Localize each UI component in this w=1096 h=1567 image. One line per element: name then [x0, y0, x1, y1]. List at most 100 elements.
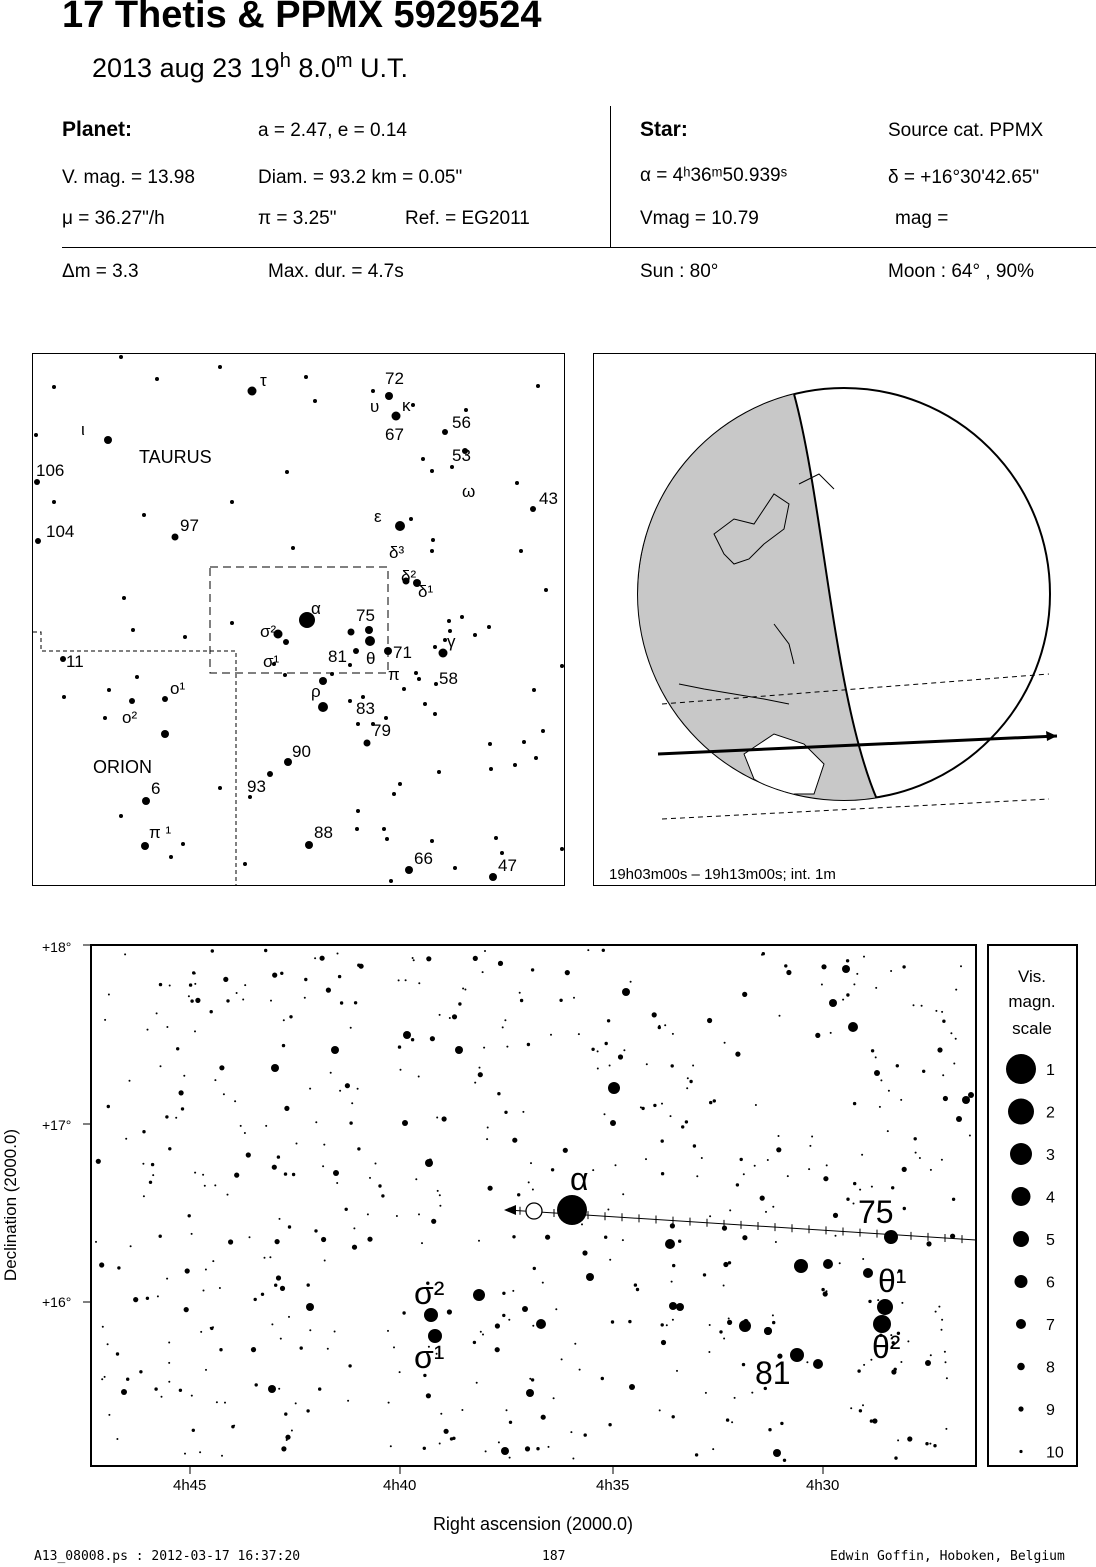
finder-star — [129, 698, 135, 704]
field-star — [617, 1054, 624, 1060]
field-star — [900, 1098, 903, 1101]
field-star — [895, 1064, 899, 1068]
field-star — [941, 1010, 944, 1013]
event-datetime: 2013 aug 23 19h 8.0m U.T. — [92, 50, 408, 84]
hour-unit: h — [279, 50, 291, 72]
field-star — [494, 1347, 500, 1353]
chart-star — [873, 1315, 891, 1333]
field-star — [751, 1391, 754, 1394]
field-star — [221, 1454, 223, 1457]
field-star — [573, 996, 575, 999]
field-star — [404, 979, 407, 982]
field-star — [451, 1014, 458, 1020]
finder-star-label: 53 — [452, 446, 471, 465]
field-star — [287, 1225, 292, 1229]
field-star — [912, 1004, 915, 1007]
field-star — [686, 1087, 689, 1090]
asia-coastline — [713, 493, 790, 565]
field-star — [168, 984, 171, 987]
field-star — [651, 1012, 657, 1018]
finder-star — [544, 588, 548, 592]
finder-star — [489, 873, 497, 881]
finder-star — [398, 782, 402, 786]
field-star — [398, 1371, 401, 1374]
field-star — [901, 1301, 904, 1304]
ut-text: U.T. — [352, 53, 409, 83]
field-star — [845, 959, 850, 963]
field-star — [202, 1173, 205, 1176]
delta-mag: Δm = 3.3 — [62, 261, 139, 282]
chart-star — [773, 1449, 781, 1457]
field-star — [686, 1077, 689, 1080]
field-star — [672, 1263, 676, 1268]
field-star — [210, 1326, 214, 1331]
finder-star-label: 58 — [439, 669, 458, 688]
legend-swatch — [1008, 1098, 1034, 1125]
field-star — [606, 1019, 611, 1023]
field-star — [512, 1137, 518, 1143]
finder-star-label: 66 — [414, 849, 433, 868]
field-star — [731, 1421, 734, 1424]
finder-star — [361, 695, 365, 699]
finder-star — [348, 663, 352, 667]
field-star — [838, 1262, 841, 1265]
field-star — [834, 1234, 837, 1237]
field-star — [129, 1245, 132, 1248]
field-star — [564, 970, 570, 976]
field-star — [778, 1014, 781, 1017]
field-star — [601, 948, 605, 952]
finder-star — [52, 385, 56, 389]
field-star — [412, 959, 415, 962]
finder-star-label: 47 — [498, 856, 517, 875]
field-star — [183, 1307, 189, 1313]
finder-star — [494, 836, 498, 840]
field-star — [950, 1032, 953, 1035]
table-divider-vertical — [610, 106, 611, 247]
field-star — [478, 1066, 481, 1069]
field-star — [614, 1164, 617, 1167]
finder-star-label: σ² — [260, 622, 276, 641]
field-star — [212, 1260, 215, 1263]
field-star — [474, 1081, 477, 1084]
field-star — [555, 1308, 558, 1311]
field-star — [155, 1012, 158, 1015]
field-star — [622, 1193, 625, 1196]
field-star — [303, 996, 306, 999]
field-star — [187, 995, 190, 998]
planet-reference: Ref. = EG2011 — [405, 208, 530, 229]
finder-star-label: ω — [462, 482, 475, 501]
legend-swatch — [1006, 1054, 1036, 1084]
legend-box — [987, 944, 1078, 1467]
field-star — [449, 1437, 454, 1441]
field-star — [156, 1295, 159, 1298]
field-star — [101, 1325, 104, 1328]
field-star — [289, 1015, 293, 1019]
field-star — [133, 1297, 139, 1303]
field-star — [929, 1354, 932, 1357]
field-star — [344, 1083, 350, 1089]
finder-star — [248, 795, 252, 799]
finder-star-label: 88 — [314, 823, 333, 842]
finder-star — [431, 538, 435, 542]
field-star — [670, 1064, 674, 1068]
field-star — [633, 1283, 638, 1287]
field-star — [410, 1038, 415, 1042]
finder-star — [437, 770, 441, 774]
field-star — [115, 1352, 120, 1356]
finder-star — [443, 638, 447, 642]
field-star — [761, 953, 763, 956]
finder-star-label: 6 — [151, 779, 160, 798]
finder-star — [450, 465, 454, 469]
field-star — [670, 1280, 673, 1283]
field-star — [891, 1370, 894, 1373]
field-star — [344, 1207, 348, 1211]
field-star — [522, 1110, 525, 1113]
field-star — [692, 1064, 695, 1067]
field-star — [894, 1456, 898, 1460]
field-star — [234, 1172, 240, 1178]
field-star — [709, 1215, 712, 1218]
finder-star — [291, 546, 295, 550]
chart-star — [331, 1046, 339, 1054]
field-star — [146, 1028, 149, 1031]
field-star — [152, 1174, 155, 1177]
